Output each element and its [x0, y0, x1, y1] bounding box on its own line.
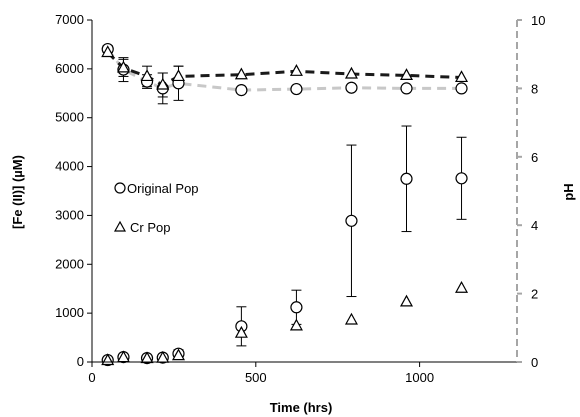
y2-tick-label: 2	[531, 287, 538, 302]
series-line-original-pop-ph	[106, 48, 462, 92]
data-point-cr-pop-ph	[455, 70, 469, 83]
y-axis-label: [Fe (II)] (µM)	[10, 155, 25, 229]
legend-marker-original-pop	[114, 182, 126, 194]
y2-tick-label: 4	[531, 218, 538, 233]
legend-label-cr-pop: Cr Pop	[130, 220, 170, 235]
y2-tick-label: 0	[531, 355, 538, 370]
data-point-cr-pop	[344, 312, 358, 325]
x-tick-label: 0	[88, 370, 95, 385]
y-tick-label: 6000	[55, 61, 84, 76]
y-tick-label: 5000	[55, 110, 84, 125]
legend: Original Pop Cr Pop	[113, 181, 199, 235]
y-tick-label: 3000	[55, 207, 84, 222]
data-point-cr-pop-ph	[289, 64, 303, 76]
data-point-cr-pop-ph	[234, 67, 248, 80]
series-line-cr-pop-ph	[106, 51, 462, 87]
data-point-cr-pop	[234, 325, 248, 338]
y-tick-label: 0	[77, 354, 84, 369]
y2-tick-label: 10	[531, 13, 545, 28]
data-point-original-pop-ph	[455, 82, 468, 95]
x-tick-label: 500	[245, 370, 267, 385]
x-tick-label: 1000	[405, 370, 434, 385]
data-point-original-pop-ph	[235, 84, 248, 97]
data-point-cr-pop-ph	[156, 77, 170, 90]
data-point-cr-pop-ph	[399, 68, 414, 81]
data-point-original-pop	[290, 301, 303, 314]
data-point-cr-pop	[140, 351, 154, 364]
data-point-original-pop-ph	[400, 82, 413, 95]
data-point-cr-pop-ph	[344, 66, 358, 79]
legend-label-original-pop: Original Pop	[127, 181, 199, 196]
y-tick-label: 7000	[55, 12, 84, 27]
y2-tick-label: 6	[531, 150, 538, 165]
y2-tick-label: 8	[531, 81, 538, 96]
data-point-original-pop	[455, 172, 468, 185]
y-tick-label: 2000	[55, 256, 84, 271]
data-point-cr-pop-ph	[101, 45, 115, 58]
data-point-original-pop	[400, 172, 413, 185]
data-point-cr-pop-ph	[171, 69, 186, 82]
data-point-cr-pop	[289, 318, 303, 331]
data-point-cr-pop	[171, 348, 186, 361]
data-point-cr-pop	[455, 280, 469, 293]
data-point-original-pop	[345, 214, 358, 227]
data-point-cr-pop-ph	[116, 60, 130, 73]
data-point-original-pop-ph	[290, 82, 303, 96]
y2-axis-label: pH	[561, 183, 576, 200]
data-point-cr-pop	[399, 294, 414, 307]
data-point-cr-pop-ph	[140, 69, 154, 82]
y-tick-label: 4000	[55, 159, 84, 174]
legend-marker-cr-pop	[113, 220, 127, 232]
y-tick-label: 1000	[55, 305, 84, 320]
data-point-original-pop-ph	[345, 81, 358, 94]
x-axis-label: Time (hrs)	[270, 400, 333, 415]
